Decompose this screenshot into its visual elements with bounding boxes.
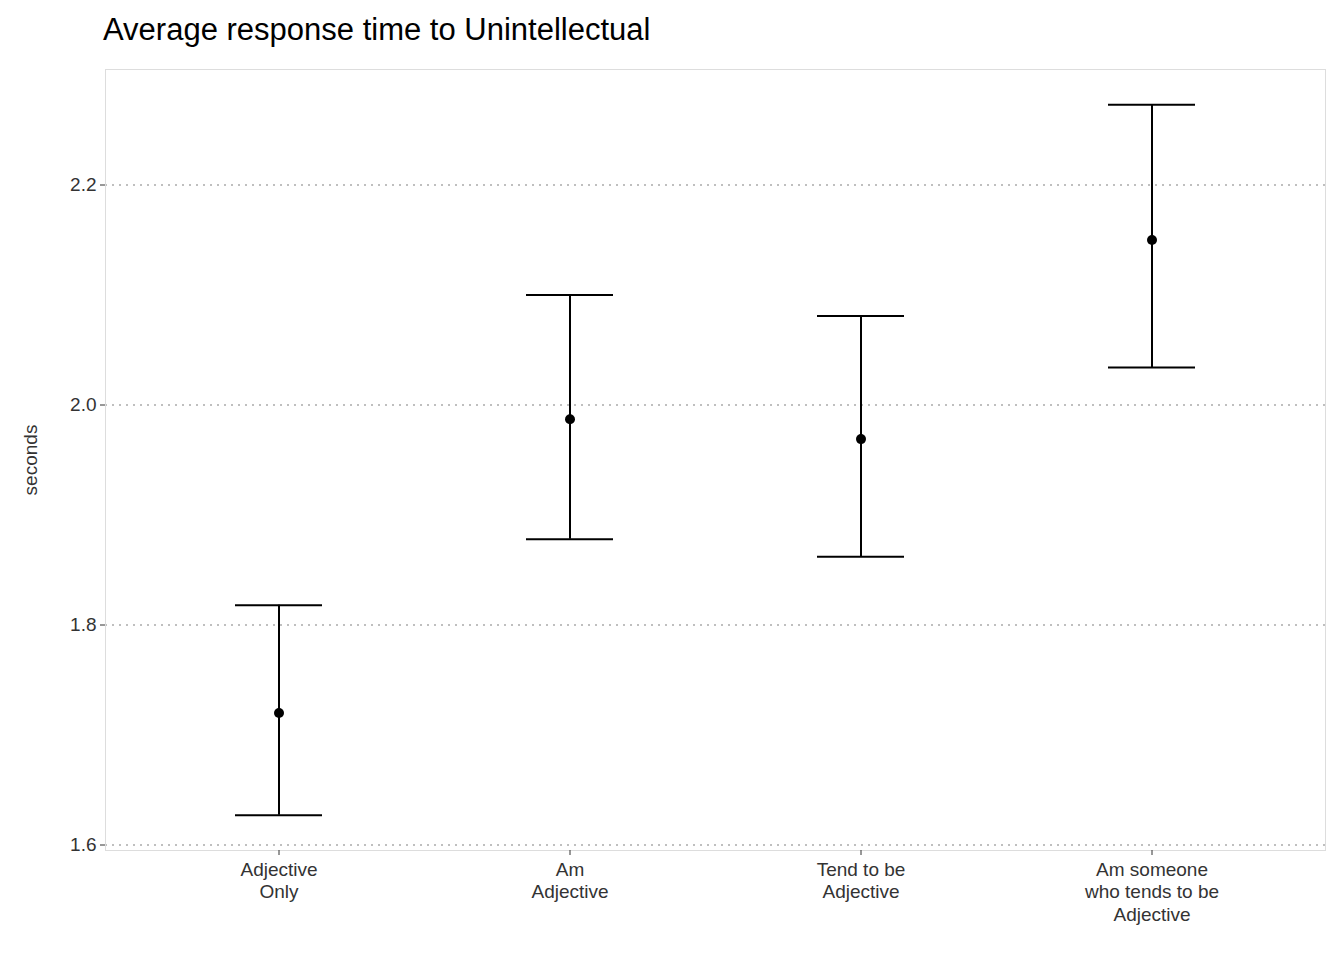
svg-text:1.8: 1.8 — [70, 614, 96, 635]
svg-text:Tend to beAdjective: Tend to beAdjective — [817, 859, 906, 903]
svg-text:1.6: 1.6 — [70, 834, 96, 855]
svg-text:2.0: 2.0 — [70, 394, 96, 415]
svg-text:seconds: seconds — [20, 425, 41, 496]
svg-text:AmAdjective: AmAdjective — [531, 859, 608, 903]
svg-text:Am someonewho tends to beAdjec: Am someonewho tends to beAdjective — [1084, 859, 1219, 926]
svg-text:AdjectiveOnly: AdjectiveOnly — [240, 859, 317, 903]
html-text:Average response time to Unint: Average response time to Unintellectual — [103, 12, 651, 47]
svg-text:2.2: 2.2 — [70, 174, 96, 195]
